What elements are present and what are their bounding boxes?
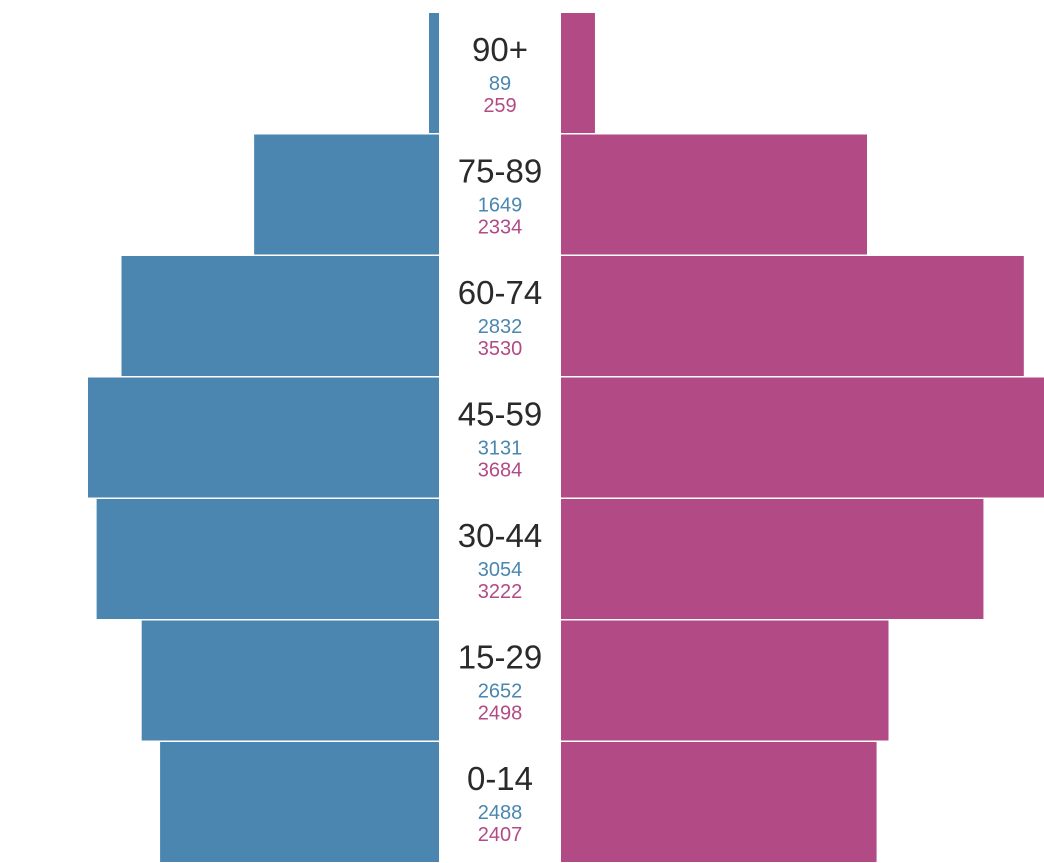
bar-right-90+ — [561, 13, 595, 133]
age-group-label: 60-74 — [458, 274, 542, 311]
value-label-right: 2334 — [478, 217, 523, 239]
age-group-label: 0-14 — [467, 760, 533, 797]
bar-right-15-29 — [561, 620, 889, 741]
bar-left-75-89 — [254, 134, 439, 255]
age-group-label: 30-44 — [458, 517, 542, 554]
bar-left-90+ — [429, 13, 439, 133]
value-label-left: 3054 — [478, 559, 523, 581]
value-label-left: 2488 — [478, 802, 523, 824]
value-label-left: 2652 — [478, 681, 523, 703]
bar-right-0-14 — [561, 742, 877, 862]
value-label-right: 3222 — [478, 581, 523, 603]
bar-left-0-14 — [160, 742, 439, 862]
bar-right-30-44 — [561, 499, 984, 619]
age-group-label: 45-59 — [458, 396, 542, 433]
bar-left-30-44 — [96, 499, 439, 619]
age-group-label: 90+ — [472, 31, 528, 68]
age-group-label: 15-29 — [458, 639, 542, 676]
bar-right-60-74 — [561, 256, 1024, 376]
value-label-right: 3530 — [478, 338, 523, 360]
value-label-left: 3131 — [478, 438, 523, 460]
age-group-label: 75-89 — [458, 153, 542, 190]
bar-left-15-29 — [141, 620, 439, 741]
value-label-right: 2498 — [478, 703, 523, 725]
value-label-left: 1649 — [478, 195, 523, 217]
bar-right-75-89 — [561, 134, 868, 255]
value-label-right: 2407 — [478, 824, 523, 846]
value-label-left: 2832 — [478, 316, 523, 338]
value-label-right: 3684 — [478, 460, 523, 482]
value-label-left: 89 — [489, 73, 511, 95]
bar-right-45-59 — [561, 377, 1044, 498]
bar-left-45-59 — [87, 377, 439, 498]
bar-left-60-74 — [121, 256, 440, 376]
value-label-right: 259 — [483, 95, 516, 117]
